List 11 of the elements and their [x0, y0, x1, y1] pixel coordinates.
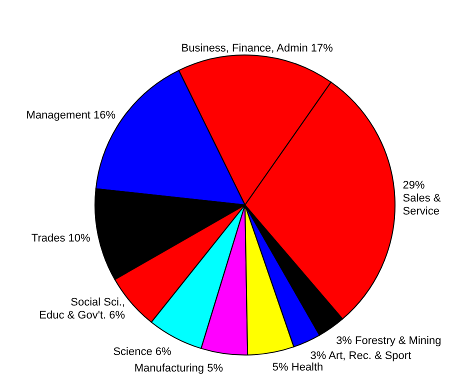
- slice-label: 5% Health: [272, 362, 324, 374]
- slice-label: Sales & Service: [402, 192, 442, 218]
- data-label: 29%: [402, 179, 426, 192]
- slice-label: 3% Forestry & Mining: [336, 335, 442, 348]
- slice-label: Business, Finance, Admin 17%: [181, 42, 334, 54]
- slice-label: Management 16%: [26, 109, 116, 122]
- slice-label: Trades 10%: [31, 232, 91, 244]
- slice-label: 3% Art, Rec. & Sport: [310, 350, 412, 362]
- slice-label: Manufacturing 5%: [134, 362, 224, 374]
- slice-label: Social Sci., Educ & Gov't. 6%: [39, 296, 126, 322]
- slice-label: Science 6%: [113, 346, 172, 358]
